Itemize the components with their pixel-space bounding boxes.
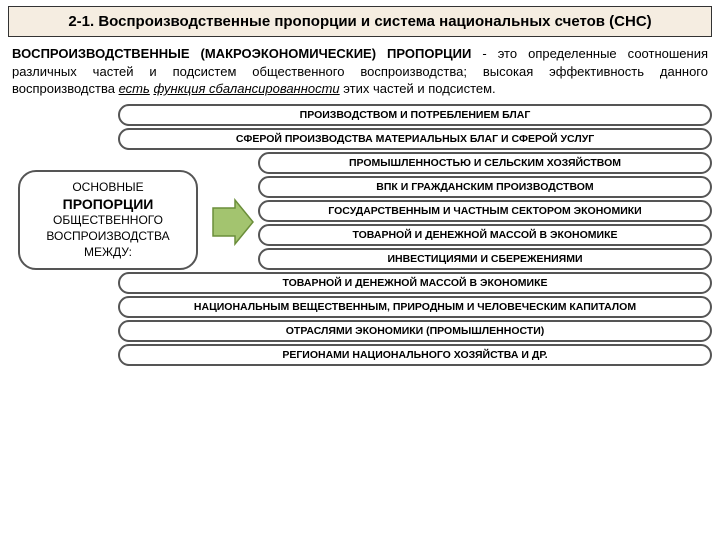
proportion-pill: ТОВАРНОЙ И ДЕНЕЖНОЙ МАССОЙ В ЭКОНОМИКЕ: [118, 272, 712, 294]
diagram-area: ОСНОВНЫЕ ПРОПОРЦИИ ОБЩЕСТВЕННОГО ВОСПРОИ…: [8, 104, 712, 367]
proportion-pill: СФЕРОЙ ПРОИЗВОДСТВА МАТЕРИАЛЬНЫХ БЛАГ И …: [118, 128, 712, 150]
definition-lead: ВОСПРОИЗВОДСТВЕННЫЕ (МАКРОЭКОНОМИЧЕСКИЕ)…: [12, 46, 471, 61]
proportion-pill: ИНВЕСТИЦИЯМИ И СБЕРЕЖЕНИЯМИ: [258, 248, 712, 270]
proportion-pill: НАЦИОНАЛЬНЫМ ВЕЩЕСТВЕННЫМ, ПРИРОДНЫМ И Ч…: [118, 296, 712, 318]
proportion-pill: ПРОИЗВОДСТВОМ И ПОТРЕБЛЕНИЕМ БЛАГ: [118, 104, 712, 126]
proportion-pill: ГОСУДАРСТВЕННЫМ И ЧАСТНЫМ СЕКТОРОМ ЭКОНО…: [258, 200, 712, 222]
proportion-pill: ТОВАРНОЙ И ДЕНЕЖНОЙ МАССОЙ В ЭКОНОМИКЕ: [258, 224, 712, 246]
definition-text: ВОСПРОИЗВОДСТВЕННЫЕ (МАКРОЭКОНОМИЧЕСКИЕ)…: [8, 45, 712, 104]
arrow-icon: [211, 198, 255, 246]
pills-column: ПРОИЗВОДСТВОМ И ПОТРЕБЛЕНИЕМ БЛАГСФЕРОЙ …: [258, 104, 712, 367]
proportion-pill: РЕГИОНАМИ НАЦИОНАЛЬНОГО ХОЗЯЙСТВА И ДР.: [118, 344, 712, 366]
source-box: ОСНОВНЫЕ ПРОПОРЦИИ ОБЩЕСТВЕННОГО ВОСПРОИ…: [18, 170, 198, 271]
slide-title: 2-1. Воспроизводственные пропорции и сис…: [8, 6, 712, 37]
proportion-pill: ВПК И ГРАЖДАНСКИМ ПРОИЗВОДСТВОМ: [258, 176, 712, 198]
proportion-pill: ПРОМЫШЛЕННОСТЬЮ И СЕЛЬСКИМ ХОЗЯЙСТВОМ: [258, 152, 712, 174]
proportion-pill: ОТРАСЛЯМИ ЭКОНОМИКИ (ПРОМЫШЛЕННОСТИ): [118, 320, 712, 342]
